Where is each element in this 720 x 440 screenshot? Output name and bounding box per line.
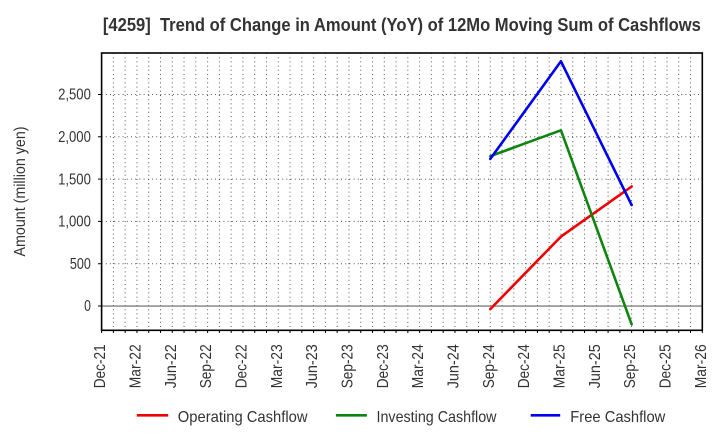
svg-text:Sep-25: Sep-25	[622, 344, 639, 388]
svg-text:Mar-25: Mar-25	[552, 344, 569, 388]
svg-text:0: 0	[84, 298, 91, 315]
svg-text:Dec-23: Dec-23	[375, 344, 392, 388]
svg-text:Jun-24: Jun-24	[446, 344, 463, 388]
svg-text:Mar-22: Mar-22	[128, 344, 145, 388]
svg-text:Dec-21: Dec-21	[92, 344, 109, 388]
svg-text:Dec-25: Dec-25	[658, 344, 675, 388]
svg-text:2,000: 2,000	[58, 129, 91, 146]
svg-text:Jun-23: Jun-23	[304, 344, 321, 388]
svg-text:Amount (million yen): Amount (million yen)	[12, 127, 29, 257]
svg-text:Mar-23: Mar-23	[269, 344, 286, 388]
svg-text:Jun-25: Jun-25	[587, 344, 604, 388]
svg-text:Mar-26: Mar-26	[693, 344, 710, 388]
svg-text:1,500: 1,500	[58, 171, 91, 188]
svg-text:Jun-22: Jun-22	[163, 344, 180, 388]
svg-text:Investing Cashflow: Investing Cashflow	[377, 409, 497, 426]
svg-text:Dec-24: Dec-24	[516, 344, 533, 388]
svg-text:[4259] Trend of Change in Amo: [4259] Trend of Change in Amount (YoY) o…	[103, 15, 701, 35]
svg-text:Dec-22: Dec-22	[234, 344, 251, 388]
svg-text:500: 500	[70, 256, 91, 273]
svg-text:Sep-24: Sep-24	[481, 344, 498, 388]
svg-text:Sep-23: Sep-23	[340, 344, 357, 388]
svg-text:1,000: 1,000	[58, 214, 91, 231]
svg-text:Free Cashflow: Free Cashflow	[570, 409, 665, 426]
svg-text:Sep-22: Sep-22	[198, 344, 215, 388]
svg-text:Mar-24: Mar-24	[410, 344, 427, 388]
svg-text:Operating Cashflow: Operating Cashflow	[178, 409, 308, 426]
svg-text:2,500: 2,500	[58, 87, 91, 104]
